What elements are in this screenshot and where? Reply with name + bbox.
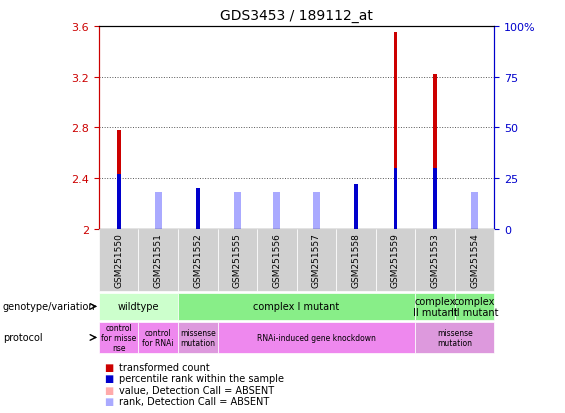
Bar bbox=[234, 193, 241, 229]
Text: ■: ■ bbox=[105, 396, 114, 406]
Bar bbox=[394, 169, 397, 229]
Text: complex
III mutant: complex III mutant bbox=[451, 296, 498, 318]
Text: GSM251555: GSM251555 bbox=[233, 233, 242, 287]
Text: GSM251558: GSM251558 bbox=[351, 233, 360, 287]
Text: rank, Detection Call = ABSENT: rank, Detection Call = ABSENT bbox=[119, 396, 269, 406]
Text: ■: ■ bbox=[105, 373, 114, 383]
Bar bbox=[471, 194, 478, 229]
Bar bbox=[354, 194, 358, 229]
Text: GSM251551: GSM251551 bbox=[154, 233, 163, 287]
Text: wildtype: wildtype bbox=[118, 301, 159, 312]
Bar bbox=[273, 193, 280, 229]
Text: RNAi-induced gene knockdown: RNAi-induced gene knockdown bbox=[257, 333, 376, 342]
Text: ■: ■ bbox=[105, 362, 114, 372]
Text: GSM251553: GSM251553 bbox=[431, 233, 440, 287]
Bar bbox=[273, 194, 280, 229]
Text: complex
II mutant: complex II mutant bbox=[413, 296, 457, 318]
Text: control
for RNAi: control for RNAi bbox=[142, 328, 174, 347]
Bar bbox=[313, 194, 320, 229]
Bar bbox=[117, 131, 120, 229]
Text: value, Detection Call = ABSENT: value, Detection Call = ABSENT bbox=[119, 385, 274, 395]
Text: transformed count: transformed count bbox=[119, 362, 210, 372]
Text: complex I mutant: complex I mutant bbox=[254, 301, 340, 312]
Bar bbox=[196, 189, 199, 229]
Bar bbox=[433, 169, 437, 229]
Text: GSM251557: GSM251557 bbox=[312, 233, 321, 287]
Bar bbox=[117, 175, 120, 229]
Text: GSM251554: GSM251554 bbox=[470, 233, 479, 287]
Text: percentile rank within the sample: percentile rank within the sample bbox=[119, 373, 284, 383]
Bar bbox=[155, 194, 162, 229]
Bar bbox=[433, 75, 437, 229]
Text: GSM251556: GSM251556 bbox=[272, 233, 281, 287]
Bar bbox=[354, 185, 358, 229]
Bar bbox=[471, 193, 478, 229]
Text: missense
mutation: missense mutation bbox=[437, 328, 473, 347]
Bar bbox=[155, 193, 162, 229]
Text: genotype/variation: genotype/variation bbox=[3, 301, 95, 312]
Text: GSM251552: GSM251552 bbox=[193, 233, 202, 287]
Bar bbox=[234, 194, 241, 229]
Bar bbox=[313, 193, 320, 229]
Title: GDS3453 / 189112_at: GDS3453 / 189112_at bbox=[220, 9, 373, 23]
Bar bbox=[394, 33, 397, 229]
Text: missense
mutation: missense mutation bbox=[180, 328, 216, 347]
Text: GSM251559: GSM251559 bbox=[391, 233, 400, 287]
Text: control
for misse
nse: control for misse nse bbox=[101, 323, 136, 352]
Text: protocol: protocol bbox=[3, 332, 42, 343]
Bar bbox=[196, 189, 199, 229]
Text: ■: ■ bbox=[105, 385, 114, 395]
Text: GSM251550: GSM251550 bbox=[114, 233, 123, 287]
